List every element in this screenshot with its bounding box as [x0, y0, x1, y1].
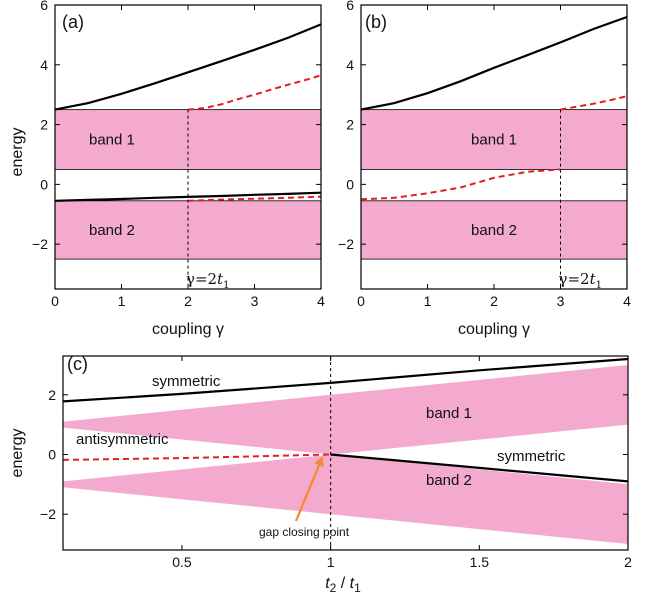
- panel-a-band1-label: band 1: [89, 132, 135, 149]
- panel-a-xtick-label: 0: [51, 293, 59, 309]
- panel-b-band-1: [360, 109, 628, 170]
- panel-c-antisymmetric-label: antisymmetric: [76, 431, 169, 448]
- panel-a-series-2: [54, 191, 322, 202]
- panel-b-xlabel: coupling γ: [458, 321, 530, 338]
- panel-c-series-2: [330, 453, 629, 483]
- panel-c-xlabel: t2 / t1: [325, 575, 361, 595]
- panel-a-xtick-label: 1: [118, 293, 126, 309]
- panel-c-ticks: 0.5 1 1.5 2 −2 0 2: [40, 356, 632, 570]
- panel-b-curves: [360, 15, 628, 201]
- panel-b-bands: [360, 109, 628, 260]
- panel-b-band-2: [360, 200, 628, 260]
- panel-b-series-0: [360, 15, 628, 111]
- panel-b-series-1: [360, 168, 561, 201]
- panel-c-xtick-label: 1: [327, 554, 335, 570]
- panel-a-xtick-label: 3: [251, 293, 259, 309]
- panel-c-ytick-label: −2: [40, 506, 56, 522]
- panel-a-series-3: [187, 195, 322, 202]
- panel-a-ytick-label: 2: [40, 117, 48, 133]
- panel-c-band1-label: band 1: [426, 405, 472, 422]
- panel-a-series-0: [54, 23, 322, 111]
- panel-c-frame: [62, 355, 629, 551]
- panel-a-ytick-label: 4: [40, 57, 48, 73]
- panel-b-ytick-label: 4: [346, 57, 354, 73]
- panel-c-label: (c): [67, 354, 88, 374]
- panel-c-xtick-label: 1.5: [470, 554, 490, 570]
- panel-b: 0 1 2 3 4 −2 0 2 4 6 (b) band 1 band 2 γ=2t1 coup…: [338, 0, 631, 338]
- panel-c-gap-closing-arrow: [294, 456, 324, 522]
- panel-b-series-2: [560, 95, 628, 111]
- panel-a: 0 1 2 3 4 −2 0 2 4 6 (a) band 1 band 2 γ=2t1 ener…: [9, 0, 325, 338]
- panel-c-band2-label: band 2: [426, 472, 472, 489]
- panel-b-ytick-label: 2: [346, 117, 354, 133]
- panel-c: 0.5 1 1.5 2 −2 0 2 (c) band 1 band 2 symmetric…: [9, 354, 632, 595]
- panel-a-threshold-label: γ=2t1: [186, 270, 230, 291]
- panel-b-xtick-label: 0: [357, 293, 365, 309]
- panel-b-ytick-label: 6: [346, 0, 354, 13]
- panel-a-label: (a): [62, 12, 84, 32]
- panel-b-ytick-label: −2: [338, 236, 354, 252]
- panel-a-xtick-label: 2: [184, 293, 192, 309]
- panel-c-xtick-label: 0.5: [172, 554, 192, 570]
- panel-b-label: (b): [365, 12, 387, 32]
- panel-a-xtick-label: 4: [317, 293, 325, 309]
- panel-b-ytick-label: 0: [346, 176, 354, 192]
- panel-c-band-2: [63, 454, 628, 544]
- panel-c-xtick-label: 2: [624, 554, 632, 570]
- panel-a-ylabel: energy: [9, 128, 26, 177]
- panel-b-xtick-label: 3: [557, 293, 565, 309]
- panel-b-xtick-label: 1: [424, 293, 432, 309]
- panel-a-xlabel: coupling γ: [152, 321, 224, 338]
- panel-a-band2-label: band 2: [89, 222, 135, 239]
- panel-c-symmetric-right-label: symmetric: [497, 448, 566, 465]
- panel-a-ytick-label: −2: [32, 236, 48, 252]
- panel-a-ytick-label: 0: [40, 176, 48, 192]
- panel-c-ytick-label: 0: [48, 446, 56, 462]
- panel-b-band1-label: band 1: [471, 132, 517, 149]
- panel-c-bands: [63, 365, 628, 544]
- panel-a-series-1: [187, 74, 322, 111]
- panel-c-gap-closing-label: gap closing point: [259, 525, 350, 539]
- panel-b-band2-label: band 2: [471, 222, 517, 239]
- panel-c-band-1: [63, 365, 628, 455]
- panel-b-threshold-label: γ=2t1: [559, 270, 603, 291]
- panel-a-curves: [54, 23, 322, 202]
- panel-a-ticks: 0 1 2 3 4 −2 0 2 4 6: [32, 0, 325, 309]
- panel-c-symmetric-top-label: symmetric: [152, 373, 221, 390]
- panel-b-ticks: 0 1 2 3 4 −2 0 2 4 6: [338, 0, 631, 309]
- panel-a-ytick-label: 6: [40, 0, 48, 13]
- panel-b-xtick-label: 4: [623, 293, 631, 309]
- panel-c-ylabel: energy: [9, 429, 26, 478]
- panel-c-ytick-label: 2: [48, 387, 56, 403]
- panel-b-xtick-label: 2: [490, 293, 498, 309]
